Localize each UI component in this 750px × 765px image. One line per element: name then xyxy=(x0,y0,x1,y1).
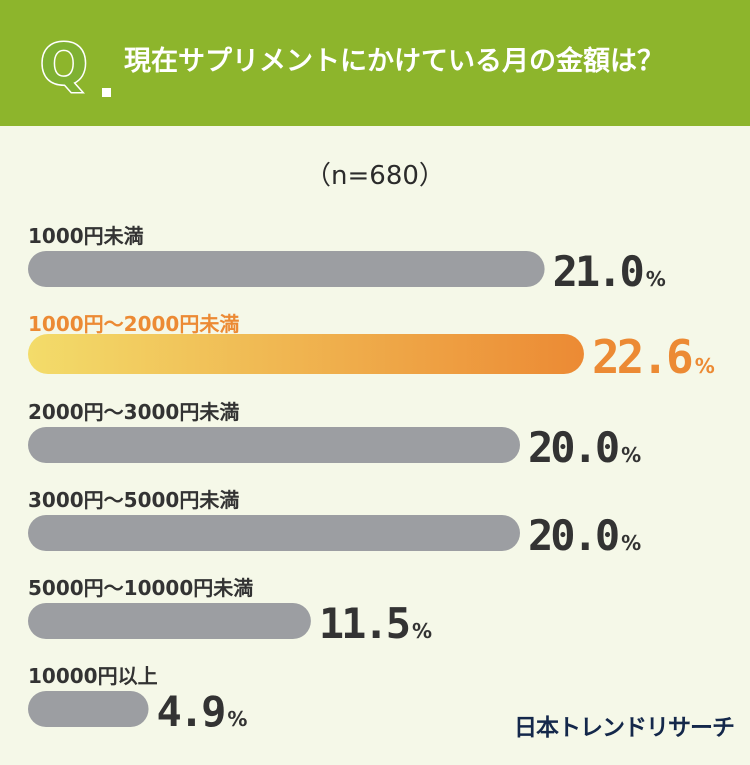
bar xyxy=(28,334,584,374)
category-label: 1000円〜2000円未満 xyxy=(28,312,239,336)
category-label: 10000円以上 xyxy=(28,664,158,688)
value-number: 21.0 xyxy=(553,247,643,296)
value-label: 22.6% xyxy=(592,330,715,384)
category-label: 3000円〜5000円未満 xyxy=(28,488,239,512)
category-label: 1000円未満 xyxy=(28,224,144,248)
value-unit: % xyxy=(227,707,247,731)
sample-size: （n=680） xyxy=(305,161,445,191)
bar xyxy=(28,515,520,551)
question-title: 現在サプリメントにかけている月の金額は？ xyxy=(124,46,664,77)
bar xyxy=(28,603,311,639)
value-label: 21.0% xyxy=(553,247,666,296)
value-label: 20.0% xyxy=(528,511,641,560)
value-number: 11.5 xyxy=(319,599,409,648)
brand-logo: 日本トレンドリサーチ xyxy=(514,715,735,741)
value-number: 4.9 xyxy=(157,687,225,736)
bar xyxy=(28,251,545,287)
value-unit: % xyxy=(646,267,666,291)
category-label: 2000円〜3000円未満 xyxy=(28,400,239,424)
value-unit: % xyxy=(695,354,715,378)
value-unit: % xyxy=(621,443,641,467)
bar xyxy=(28,427,520,463)
q-dot-icon xyxy=(102,88,111,97)
category-label: 5000円〜10000円未満 xyxy=(28,576,253,600)
value-unit: % xyxy=(621,531,641,555)
value-number: 20.0 xyxy=(528,423,618,472)
value-number: 20.0 xyxy=(528,511,618,560)
value-label: 20.0% xyxy=(528,423,641,472)
value-label: 11.5% xyxy=(319,599,432,648)
question-header: Q 現在サプリメントにかけている月の金額は？ xyxy=(0,0,750,126)
value-unit: % xyxy=(412,619,432,643)
bar xyxy=(28,691,149,727)
q-mark: Q xyxy=(39,32,90,99)
value-label: 4.9% xyxy=(157,687,248,736)
value-number: 22.6 xyxy=(592,330,692,384)
